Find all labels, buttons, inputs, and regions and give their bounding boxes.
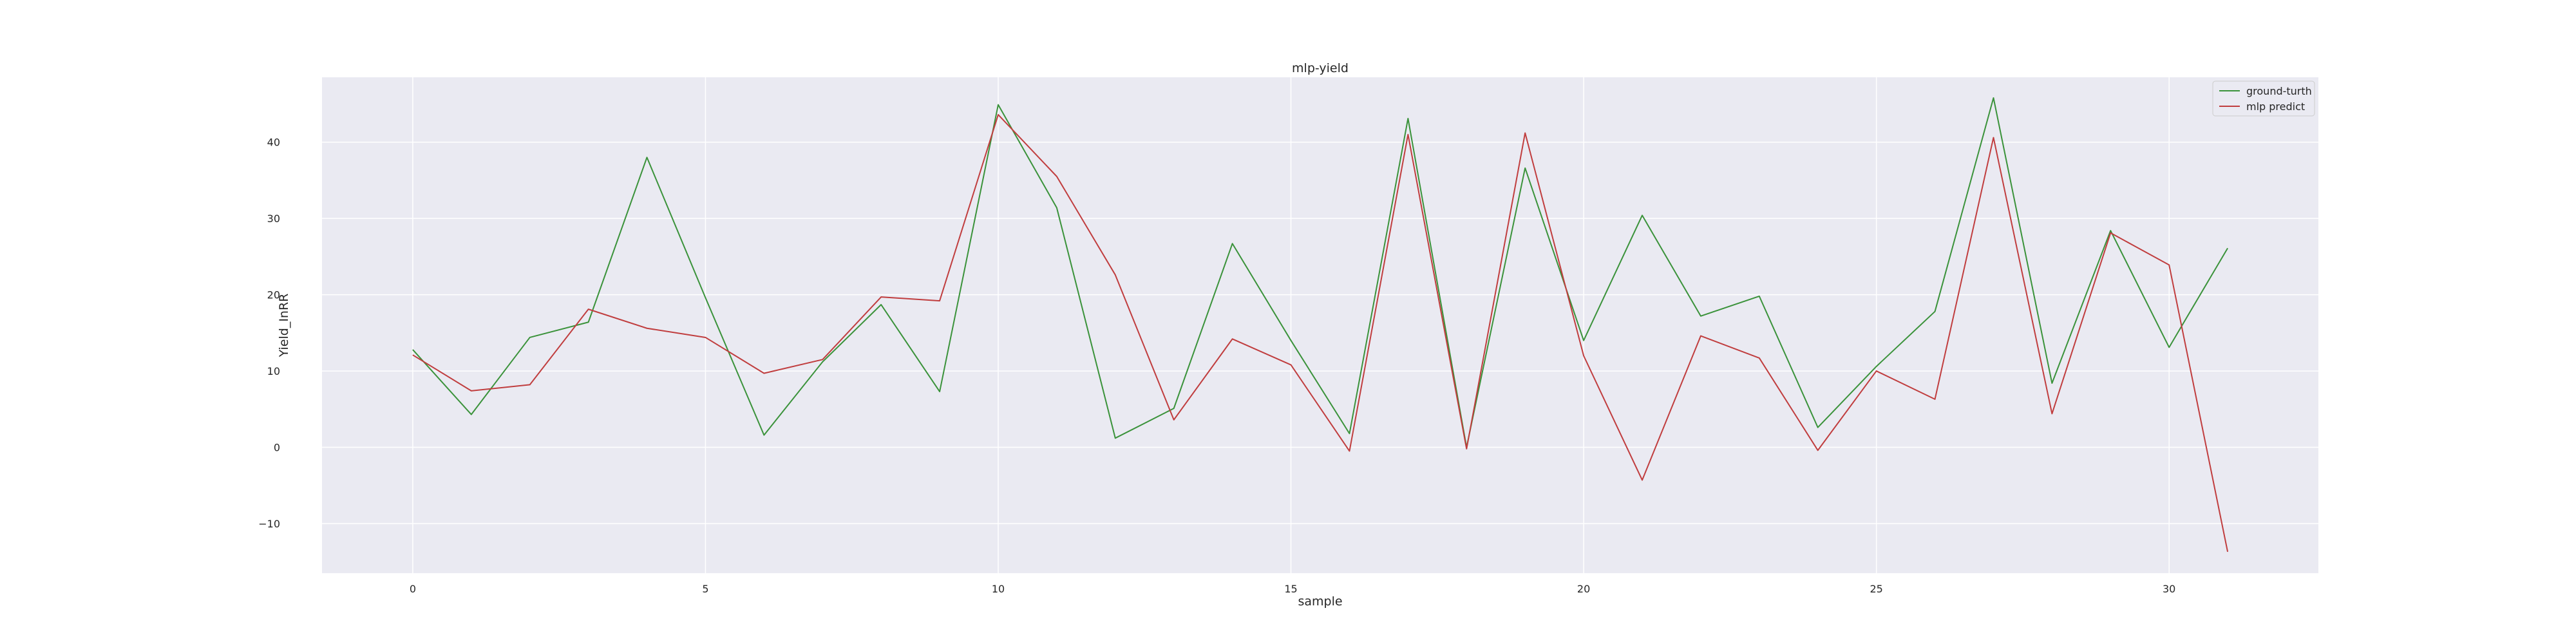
- series-line-ground-turth: [412, 97, 2228, 448]
- y-tick-label: 30: [267, 213, 280, 225]
- x-tick-label: 10: [992, 583, 1005, 595]
- y-tick-label: 10: [267, 365, 280, 377]
- x-tick-label: 20: [1577, 583, 1590, 595]
- plot-area: [322, 77, 2318, 573]
- x-tick-label: 25: [1870, 583, 1882, 595]
- y-tick-label: 20: [267, 289, 280, 301]
- series-layer: [412, 97, 2229, 553]
- x-tick-label: 30: [2163, 583, 2175, 595]
- x-axis-label: sample: [1298, 594, 1342, 609]
- series-line-mlp-predict: [412, 114, 2229, 553]
- ticks: 0 5 10 15 20 25 30 −10 0 10 20 30 40: [258, 137, 2175, 595]
- legend-label-mlp-predict: mlp predict: [2246, 100, 2305, 113]
- x-tick-label: 5: [702, 583, 708, 595]
- legend-label-ground-turth: ground-turth: [2246, 85, 2312, 97]
- x-tick-label: 0: [410, 583, 416, 595]
- legend-box: [2212, 80, 2315, 117]
- y-axis-label: Yield_InRR: [277, 294, 291, 358]
- legend: ground-turth mlp predict: [2212, 80, 2315, 117]
- y-tick-label: 40: [267, 137, 280, 149]
- y-tick-label: 0: [274, 442, 280, 454]
- x-tick-label: 15: [1284, 583, 1297, 595]
- chart-title: mlp-yield: [1292, 61, 1349, 75]
- grid: [322, 77, 2318, 573]
- y-tick-label: −10: [258, 518, 280, 530]
